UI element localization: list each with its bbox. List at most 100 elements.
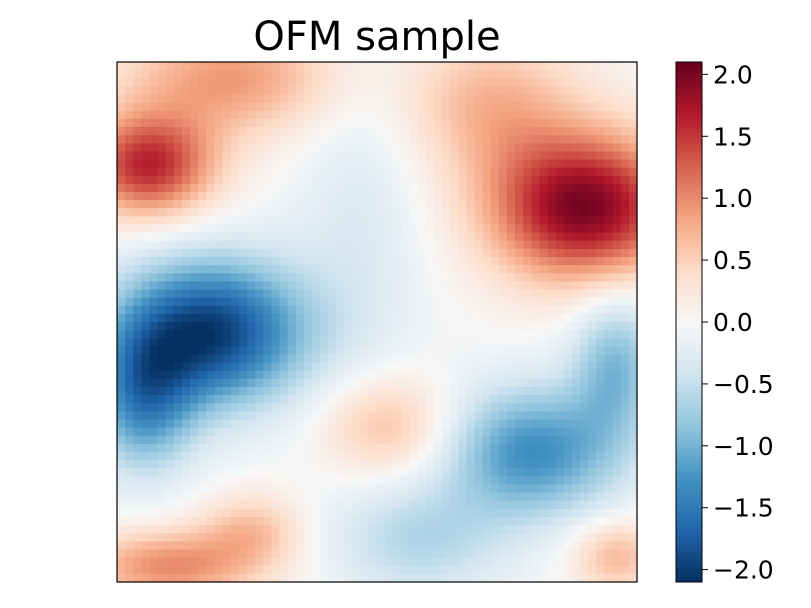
heatmap-cell: [433, 118, 443, 128]
heatmap-cell: [555, 533, 565, 542]
heatmap-cell: [360, 167, 370, 177]
heatmap-cell: [149, 208, 159, 217]
heatmap-cell: [247, 492, 256, 502]
heatmap-cell: [604, 143, 614, 152]
heatmap-cell: [523, 313, 532, 323]
heatmap-cell: [401, 468, 411, 477]
heatmap-cell: [312, 443, 321, 453]
heatmap-cell: [580, 70, 589, 79]
heatmap-cell: [507, 452, 516, 461]
heatmap-cell: [620, 110, 630, 120]
heatmap-cell: [563, 338, 573, 347]
heatmap-cell: [450, 517, 459, 526]
heatmap-cell: [303, 175, 313, 185]
heatmap-cell: [612, 525, 622, 534]
heatmap-cell: [450, 354, 459, 364]
heatmap-cell: [474, 565, 484, 575]
heatmap-cell: [498, 557, 508, 567]
heatmap-cell: [141, 281, 151, 291]
heatmap-cell: [328, 94, 337, 104]
heatmap-cell: [433, 370, 443, 380]
heatmap-cell: [117, 549, 126, 559]
heatmap-cell: [490, 248, 500, 258]
heatmap-cell: [190, 110, 199, 120]
heatmap-cell: [531, 118, 541, 128]
heatmap-cell: [482, 419, 492, 429]
heatmap-cell: [328, 557, 337, 567]
heatmap-cell: [482, 533, 492, 542]
heatmap-cell: [336, 484, 346, 494]
heatmap-cell: [222, 102, 232, 112]
heatmap-cell: [377, 200, 386, 209]
heatmap-cell: [247, 338, 256, 347]
heatmap-cell: [328, 362, 337, 372]
heatmap-cell: [352, 557, 362, 567]
heatmap-cell: [368, 565, 378, 575]
heatmap-cell: [482, 110, 492, 120]
heatmap-cell: [555, 395, 565, 404]
heatmap-cell: [255, 78, 264, 87]
heatmap-cell: [482, 118, 492, 128]
heatmap-cell: [190, 289, 199, 299]
heatmap-cell: [352, 378, 362, 388]
heatmap-cell: [255, 102, 264, 112]
heatmap-cell: [507, 62, 516, 71]
heatmap-cell: [352, 289, 362, 299]
heatmap-cell: [539, 395, 549, 404]
heatmap-cell: [450, 330, 459, 339]
heatmap-cell: [572, 208, 581, 217]
heatmap-cell: [190, 508, 199, 518]
heatmap-cell: [466, 62, 476, 71]
heatmap-cell: [320, 443, 329, 453]
heatmap-cell: [547, 200, 557, 209]
heatmap-cell: [149, 338, 159, 347]
heatmap-cell: [409, 167, 419, 177]
heatmap-cell: [312, 248, 321, 258]
heatmap-cell: [368, 370, 378, 380]
heatmap-cell: [515, 419, 524, 429]
heatmap-cell: [466, 354, 476, 364]
heatmap-cell: [328, 460, 337, 469]
heatmap-cell: [612, 240, 622, 250]
heatmap-cell: [596, 248, 606, 258]
heatmap-cell: [198, 395, 207, 404]
heatmap-cell: [336, 175, 346, 185]
heatmap-cell: [344, 362, 354, 372]
heatmap-cell: [255, 541, 264, 551]
heatmap-cell: [238, 452, 248, 461]
heatmap-cell: [328, 492, 337, 502]
heatmap-cell: [620, 427, 630, 437]
heatmap-cell: [182, 500, 191, 510]
heatmap-cell: [377, 565, 386, 575]
heatmap-cell: [515, 395, 524, 404]
heatmap-cell: [588, 411, 597, 421]
heatmap-cell: [303, 232, 313, 242]
heatmap-cell: [490, 411, 500, 421]
heatmap-cell: [328, 403, 337, 412]
heatmap-cell: [279, 143, 289, 152]
heatmap-cell: [482, 565, 492, 575]
heatmap-cell: [588, 460, 597, 469]
heatmap-cell: [344, 403, 354, 412]
heatmap-cell: [263, 62, 272, 71]
heatmap-cell: [466, 313, 476, 323]
heatmap-cell: [474, 419, 484, 429]
heatmap-cell: [295, 435, 305, 445]
heatmap-cell: [588, 208, 597, 217]
heatmap-cell: [133, 557, 142, 567]
heatmap-cell: [563, 86, 573, 96]
heatmap-cell: [206, 395, 216, 404]
heatmap-cell: [474, 500, 484, 510]
heatmap-cell: [612, 460, 622, 469]
heatmap-cell: [295, 395, 305, 404]
heatmap-cell: [352, 565, 362, 575]
heatmap-cell: [490, 297, 500, 307]
heatmap-cell: [450, 452, 459, 461]
heatmap-cell: [352, 305, 362, 315]
heatmap-cell: [604, 508, 614, 518]
heatmap-cell: [312, 167, 321, 177]
heatmap-cell: [117, 297, 126, 307]
heatmap-cell: [247, 70, 256, 79]
heatmap-cell: [214, 78, 224, 87]
heatmap-cell: [344, 322, 354, 331]
